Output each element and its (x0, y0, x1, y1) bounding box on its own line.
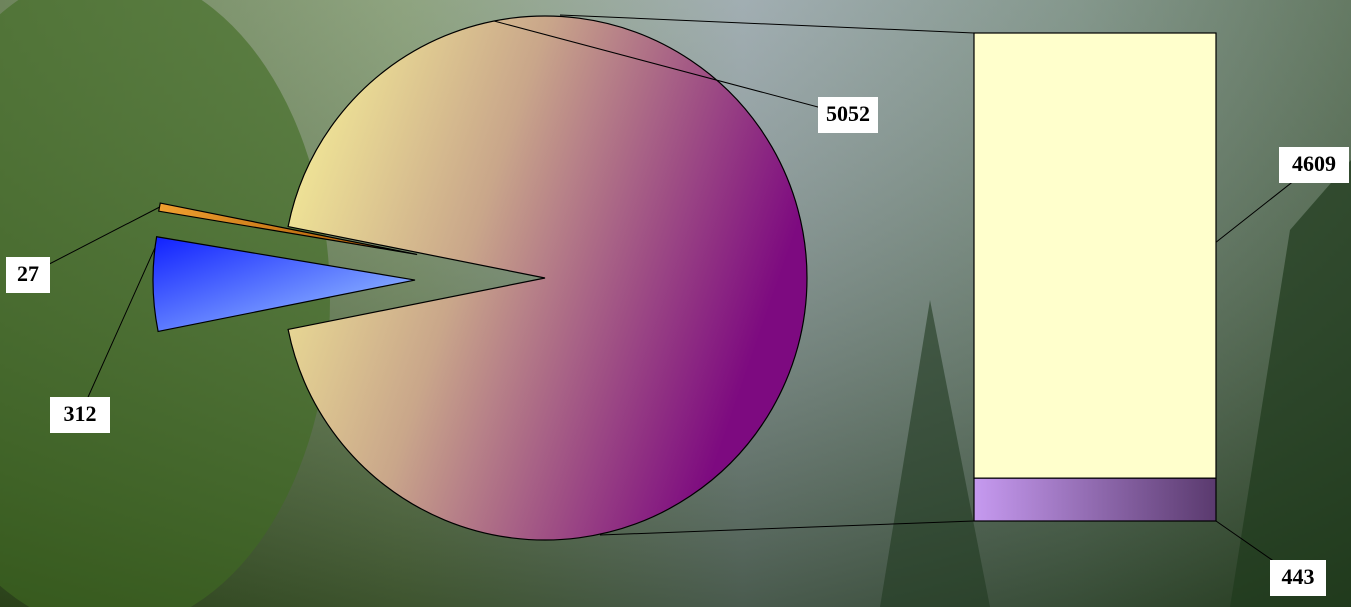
pie-slice (152, 236, 416, 333)
leader-line (493, 20, 849, 116)
data-label: 312 (64, 401, 97, 426)
data-label-box (6, 257, 50, 293)
pie-slice (287, 15, 808, 541)
data-label-box (818, 97, 878, 133)
data-label: 4609 (1292, 151, 1336, 176)
connector-line (599, 520, 975, 536)
tree (880, 300, 990, 607)
pie-slice (158, 202, 418, 256)
data-label-box (1270, 560, 1326, 596)
leader-line (79, 247, 156, 416)
bar-segment (973, 32, 1217, 479)
data-label-box (50, 397, 110, 433)
data-label: 443 (1282, 564, 1315, 589)
data-label-box (1279, 147, 1349, 183)
data-label: 5052 (826, 101, 870, 126)
connector-line (559, 14, 975, 34)
bar-segment (973, 477, 1217, 522)
data-label: 27 (17, 261, 39, 286)
tree (1230, 160, 1351, 607)
